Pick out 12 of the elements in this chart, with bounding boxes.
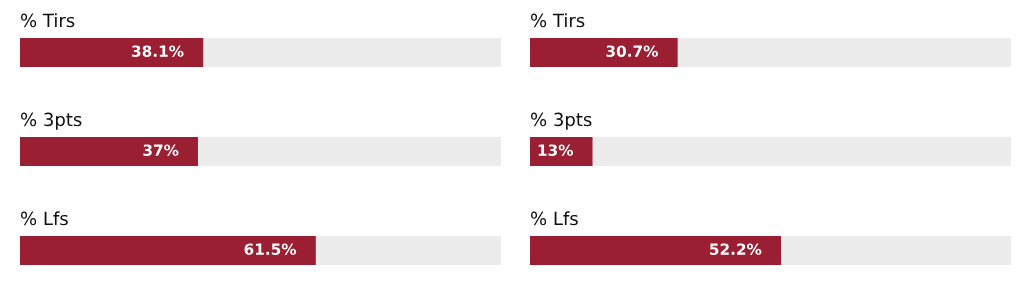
data-label: 61.5% [244,243,297,255]
data-label: 13% [538,144,574,156]
data-label: 38.1% [132,45,184,57]
data-label: 52.2% [710,243,762,255]
category-label: % Lfs [531,211,578,226]
category-label: % Tirs [21,13,75,28]
category-label: % Lfs [21,211,68,226]
category-label: % 3pts [21,112,82,130]
category-label: % 3pts [531,112,592,130]
data-label: 37% [143,144,179,156]
data-label: 30.7% [606,45,658,57]
category-label: % Tirs [531,13,585,28]
